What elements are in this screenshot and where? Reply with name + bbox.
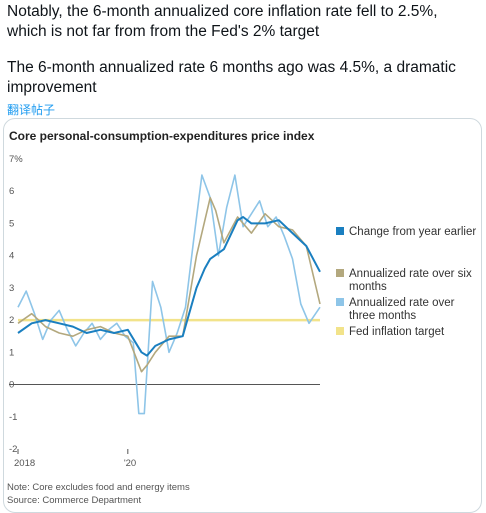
x-tick-label: '20 (124, 458, 136, 469)
legend-swatch (336, 269, 344, 277)
x-tick-label: 2018 (14, 458, 35, 469)
legend-label: Annualized rate over six (349, 268, 472, 280)
tweet-paragraph-1: Notably, the 6-month annualized core inf… (7, 3, 438, 40)
legend-label: three months (349, 310, 416, 322)
y-tick-label: 3 (9, 283, 14, 294)
y-tick-label: 6 (9, 186, 14, 197)
legend-label: Annualized rate over (349, 297, 455, 309)
y-tick-label: 7% (9, 154, 23, 165)
y-tick-label: -1 (9, 412, 17, 423)
series-line-2 (17, 174, 321, 415)
x-axis: 2018 '20 (14, 449, 136, 469)
y-tick-label: -2 (9, 444, 17, 455)
chart-note: Note: Core excludes food and energy item… (7, 482, 190, 493)
y-tick-label: 4 (9, 251, 14, 262)
series-line-1 (17, 196, 321, 373)
legend-label: Fed inflation target (349, 326, 445, 338)
y-tick-label: 5 (9, 218, 14, 229)
chart-title: Core personal-consumption-expenditures p… (9, 129, 315, 143)
chart-source: Source: Commerce Department (7, 495, 141, 506)
legend-label: months (349, 281, 387, 293)
tweet-text: Notably, the 6-month annualized core inf… (7, 2, 477, 114)
legend-swatch (336, 327, 344, 335)
legend-swatch (336, 298, 344, 306)
y-axis: 7%6543210-1-2 (9, 154, 23, 455)
tweet-paragraph-2: The 6-month annualized rate 6 months ago… (7, 59, 456, 96)
y-tick-label: 1 (9, 347, 14, 358)
legend: Change from year earlier Annualized rate … (336, 226, 476, 338)
y-tick-label: 2 (9, 315, 14, 326)
legend-swatch (336, 227, 344, 235)
translate-post-link[interactable]: 翻译帖子 (7, 103, 56, 117)
legend-label: Change from year earlier (349, 226, 476, 238)
series-line-0 (17, 216, 321, 357)
series-layer (17, 174, 321, 415)
chart-card[interactable]: Core personal-consumption-expenditures p… (3, 118, 482, 513)
pce-chart: Core personal-consumption-expenditures p… (7, 129, 476, 506)
